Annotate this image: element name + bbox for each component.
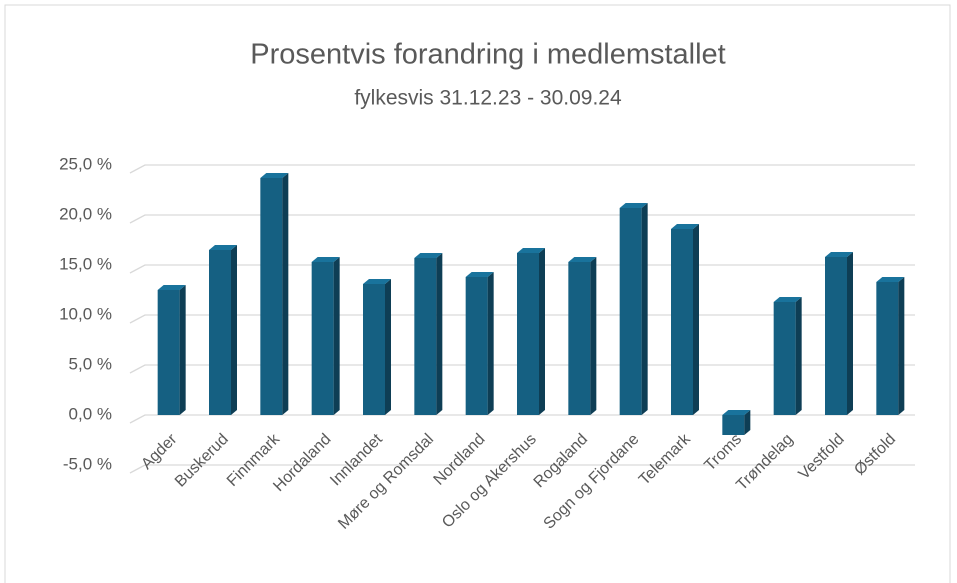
grid-line <box>129 314 915 324</box>
grid-line <box>129 464 915 474</box>
y-tick-label: 0,0 % <box>69 404 112 423</box>
bar-side <box>847 252 853 415</box>
bar-front <box>311 262 334 415</box>
bar-front <box>773 302 796 415</box>
bar <box>825 252 853 415</box>
bar <box>568 257 597 415</box>
bar-top <box>311 257 340 262</box>
bar-top <box>517 248 545 253</box>
bar <box>671 224 699 415</box>
bar <box>363 279 391 415</box>
bar-top <box>825 252 853 257</box>
bar-front <box>465 277 488 415</box>
bar-side <box>487 272 494 415</box>
grid-line <box>129 164 915 174</box>
grid-line <box>129 414 915 424</box>
chart-title: Prosentvis forandring i medlemstallet <box>250 39 725 71</box>
bar-top <box>876 277 905 282</box>
bar-front <box>671 229 693 415</box>
bar <box>619 203 648 415</box>
bar-front <box>876 282 899 415</box>
bar-side <box>333 257 340 415</box>
bar-top <box>414 253 443 258</box>
bar-front <box>825 257 847 415</box>
bar <box>311 257 340 415</box>
bar-side <box>539 248 545 415</box>
y-tick-label: 25,0 % <box>59 154 112 173</box>
grid-line <box>129 264 915 274</box>
bar-side <box>385 279 391 415</box>
bar-front <box>517 253 539 415</box>
bar-side <box>641 203 648 415</box>
bar-front <box>722 415 745 435</box>
bar-side <box>231 245 237 415</box>
bar <box>209 245 237 415</box>
bar-top <box>568 257 597 262</box>
bar-side <box>179 285 186 415</box>
y-tick-label: -5,0 % <box>63 454 112 473</box>
y-tick-label: 5,0 % <box>69 354 112 373</box>
bar-top <box>773 297 802 302</box>
bar-side <box>693 224 699 415</box>
bar <box>465 272 494 415</box>
bar-side <box>898 277 905 415</box>
bar <box>517 248 545 415</box>
bar-top <box>671 224 699 229</box>
bar-side <box>795 297 802 415</box>
bar-front <box>260 178 283 415</box>
bar-front <box>363 284 385 415</box>
y-tick-label: 15,0 % <box>59 254 112 273</box>
bar-top <box>260 173 289 178</box>
bar-top <box>209 245 237 250</box>
bar-top <box>465 272 494 277</box>
bar-top <box>157 285 186 290</box>
y-tick-label: 10,0 % <box>59 304 112 323</box>
bar <box>773 297 802 415</box>
bar <box>260 173 289 415</box>
bar-side <box>436 253 443 415</box>
bar <box>876 277 905 415</box>
bar-side <box>744 410 751 435</box>
bar-top <box>363 279 391 284</box>
bar-front <box>414 258 437 415</box>
grid-line <box>129 214 915 224</box>
bar <box>414 253 443 415</box>
bar-side <box>590 257 597 415</box>
bar-top <box>722 410 751 415</box>
bar-front <box>568 262 591 415</box>
bar-front <box>157 290 180 415</box>
grid-line <box>129 364 915 374</box>
chart-subtitle: fylkesvis 31.12.23 - 30.09.24 <box>354 87 622 110</box>
bar-top <box>619 203 648 208</box>
bar <box>722 410 751 435</box>
y-tick-label: 20,0 % <box>59 204 112 223</box>
bar-front <box>209 250 231 415</box>
bar-front <box>619 208 642 415</box>
bar-side <box>282 173 289 415</box>
bar <box>157 285 186 415</box>
